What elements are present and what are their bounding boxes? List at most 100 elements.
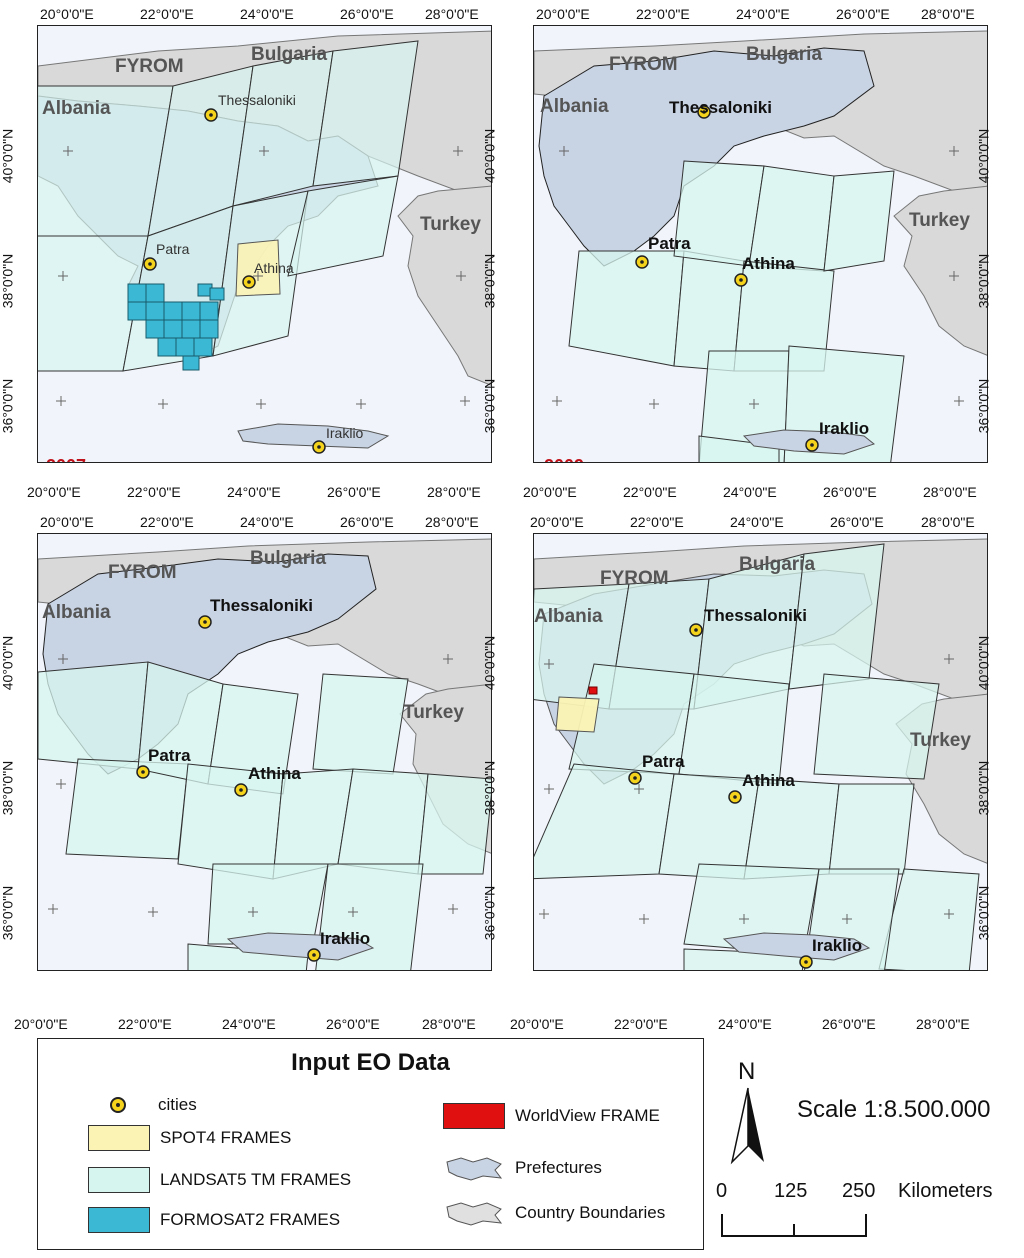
x-tick: 26°0'0"E — [340, 6, 394, 22]
legend-item-country-boundaries: Country Boundaries — [443, 1199, 665, 1227]
year-label: 2009 — [544, 456, 584, 462]
label-turkey: Turkey — [403, 702, 464, 723]
label-fyrom: FYROM — [600, 568, 669, 589]
label-albania: Albania — [42, 98, 111, 119]
north-label: N — [738, 1058, 756, 1085]
label-bulgaria: Bulgaria — [250, 548, 327, 569]
y-tick: 38°0'0"N — [0, 253, 16, 309]
map-panel-2009: FYROM Bulgaria Albania Turkey Thessaloni… — [533, 25, 988, 463]
spot4-frame — [555, 696, 600, 733]
x-tick: 24°0'0"E — [736, 6, 790, 22]
x-tick: 22°0'0"E — [614, 1016, 668, 1032]
city-label: Iraklio — [819, 419, 870, 438]
year-label: 2007 — [46, 456, 86, 462]
legend-label: Country Boundaries — [515, 1203, 666, 1222]
legend-title: Input EO Data — [291, 1049, 450, 1076]
prefectures — [538, 47, 875, 267]
city-label: Patra — [148, 746, 191, 765]
turkey-land — [893, 185, 987, 356]
city-label: Athina — [254, 260, 294, 276]
label-fyrom: FYROM — [108, 562, 177, 583]
worldview-frame — [588, 686, 598, 695]
map-2007 — [38, 30, 491, 454]
x-tick: 28°0'0"E — [427, 484, 481, 500]
x-tick: 20°0'0"E — [530, 514, 584, 530]
label-bulgaria: Bulgaria — [251, 44, 328, 65]
scale-tick-125: 125 — [774, 1180, 808, 1202]
city-marker-icon — [110, 1097, 126, 1113]
x-tick: 26°0'0"E — [326, 1016, 380, 1032]
landsat-swatch — [88, 1167, 150, 1193]
legend-item-spot4: SPOT4 FRAMES — [88, 1125, 291, 1151]
city-label: Patra — [648, 234, 691, 253]
y-tick: 40°0'0"N — [0, 128, 16, 184]
north-arrow-icon — [730, 1087, 764, 1165]
y-tick: 40°0'0"N — [481, 635, 498, 691]
city-label: Athina — [248, 764, 301, 783]
legend-label: Prefectures — [515, 1158, 602, 1177]
x-tick: 28°0'0"E — [921, 514, 975, 530]
y-tick: 38°0'0"N — [0, 760, 16, 816]
y-tick: 40°0'0"N — [975, 635, 992, 691]
city-label: Thessaloniki — [669, 98, 772, 117]
city-label: Iraklio — [326, 425, 364, 441]
x-tick: 22°0'0"E — [623, 484, 677, 500]
legend-label: SPOT4 FRAMES — [160, 1128, 292, 1147]
x-tick: 20°0'0"E — [40, 514, 94, 530]
y-tick: 38°0'0"N — [975, 253, 992, 309]
worldview-swatch — [443, 1103, 505, 1129]
scale-tick-0: 0 — [716, 1180, 728, 1202]
x-tick: 22°0'0"E — [636, 6, 690, 22]
label-fyrom: FYROM — [609, 54, 678, 75]
x-tick: 28°0'0"E — [425, 514, 479, 530]
y-tick: 36°0'0"N — [0, 378, 16, 434]
city-label: Thessaloniki — [218, 92, 296, 108]
x-tick: 24°0'0"E — [718, 1016, 772, 1032]
label-turkey: Turkey — [909, 210, 970, 231]
x-tick: 20°0'0"E — [536, 6, 590, 22]
y-tick: 40°0'0"N — [975, 128, 992, 184]
map-panel-2011: FYROM Bulgaria Albania Turkey Thessaloni… — [533, 533, 988, 971]
x-tick: 20°0'0"E — [27, 484, 81, 500]
x-tick: 26°0'0"E — [822, 1016, 876, 1032]
legend-label: cities — [158, 1095, 197, 1114]
scale-unit: Kilometers — [898, 1180, 993, 1202]
legend-item-cities: cities — [108, 1095, 197, 1115]
label-albania: Albania — [42, 602, 111, 623]
city-label: Thessaloniki — [210, 596, 313, 615]
legend-item-worldview: WorldView FRAME — [443, 1103, 660, 1129]
y-tick: 38°0'0"N — [481, 760, 498, 816]
x-tick: 22°0'0"E — [118, 1016, 172, 1032]
x-tick: 24°0'0"E — [723, 484, 777, 500]
x-tick: 24°0'0"E — [730, 514, 784, 530]
y-tick: 36°0'0"N — [481, 378, 498, 434]
legend-label: LANDSAT5 TM FRAMES — [160, 1170, 352, 1189]
scale-tick-250: 250 — [842, 1180, 876, 1202]
x-tick: 28°0'0"E — [425, 6, 479, 22]
y-tick: 36°0'0"N — [975, 378, 992, 434]
x-tick: 22°0'0"E — [140, 6, 194, 22]
y-tick: 38°0'0"N — [481, 253, 498, 309]
map-2010 — [38, 538, 491, 970]
legend-item-landsat: LANDSAT5 TM FRAMES — [88, 1167, 351, 1193]
x-tick: 22°0'0"E — [630, 514, 684, 530]
city-label: Thessaloniki — [704, 606, 807, 625]
x-tick: 26°0'0"E — [327, 484, 381, 500]
map-2011 — [534, 538, 987, 970]
y-tick: 38°0'0"N — [975, 760, 992, 816]
y-tick: 36°0'0"N — [975, 885, 992, 941]
country-boundary-icon — [446, 1202, 503, 1226]
legend-label: FORMOSAT2 FRAMES — [160, 1210, 341, 1229]
scale-bar — [721, 1214, 867, 1237]
legend-label: WorldView FRAME — [515, 1106, 660, 1125]
x-tick: 26°0'0"E — [830, 514, 884, 530]
legend-box: Input EO Data cities SPOT4 FRAMES LANDSA… — [37, 1038, 704, 1250]
map-panel-2010: FYROM Bulgaria Albania Turkey Thessaloni… — [37, 533, 492, 971]
y-tick: 36°0'0"N — [481, 885, 498, 941]
city-label: Iraklio — [320, 929, 371, 948]
spot4-swatch — [88, 1125, 150, 1151]
label-albania: Albania — [534, 606, 603, 627]
label-bulgaria: Bulgaria — [746, 44, 823, 65]
x-tick: 26°0'0"E — [823, 484, 877, 500]
y-tick: 40°0'0"N — [0, 635, 16, 691]
